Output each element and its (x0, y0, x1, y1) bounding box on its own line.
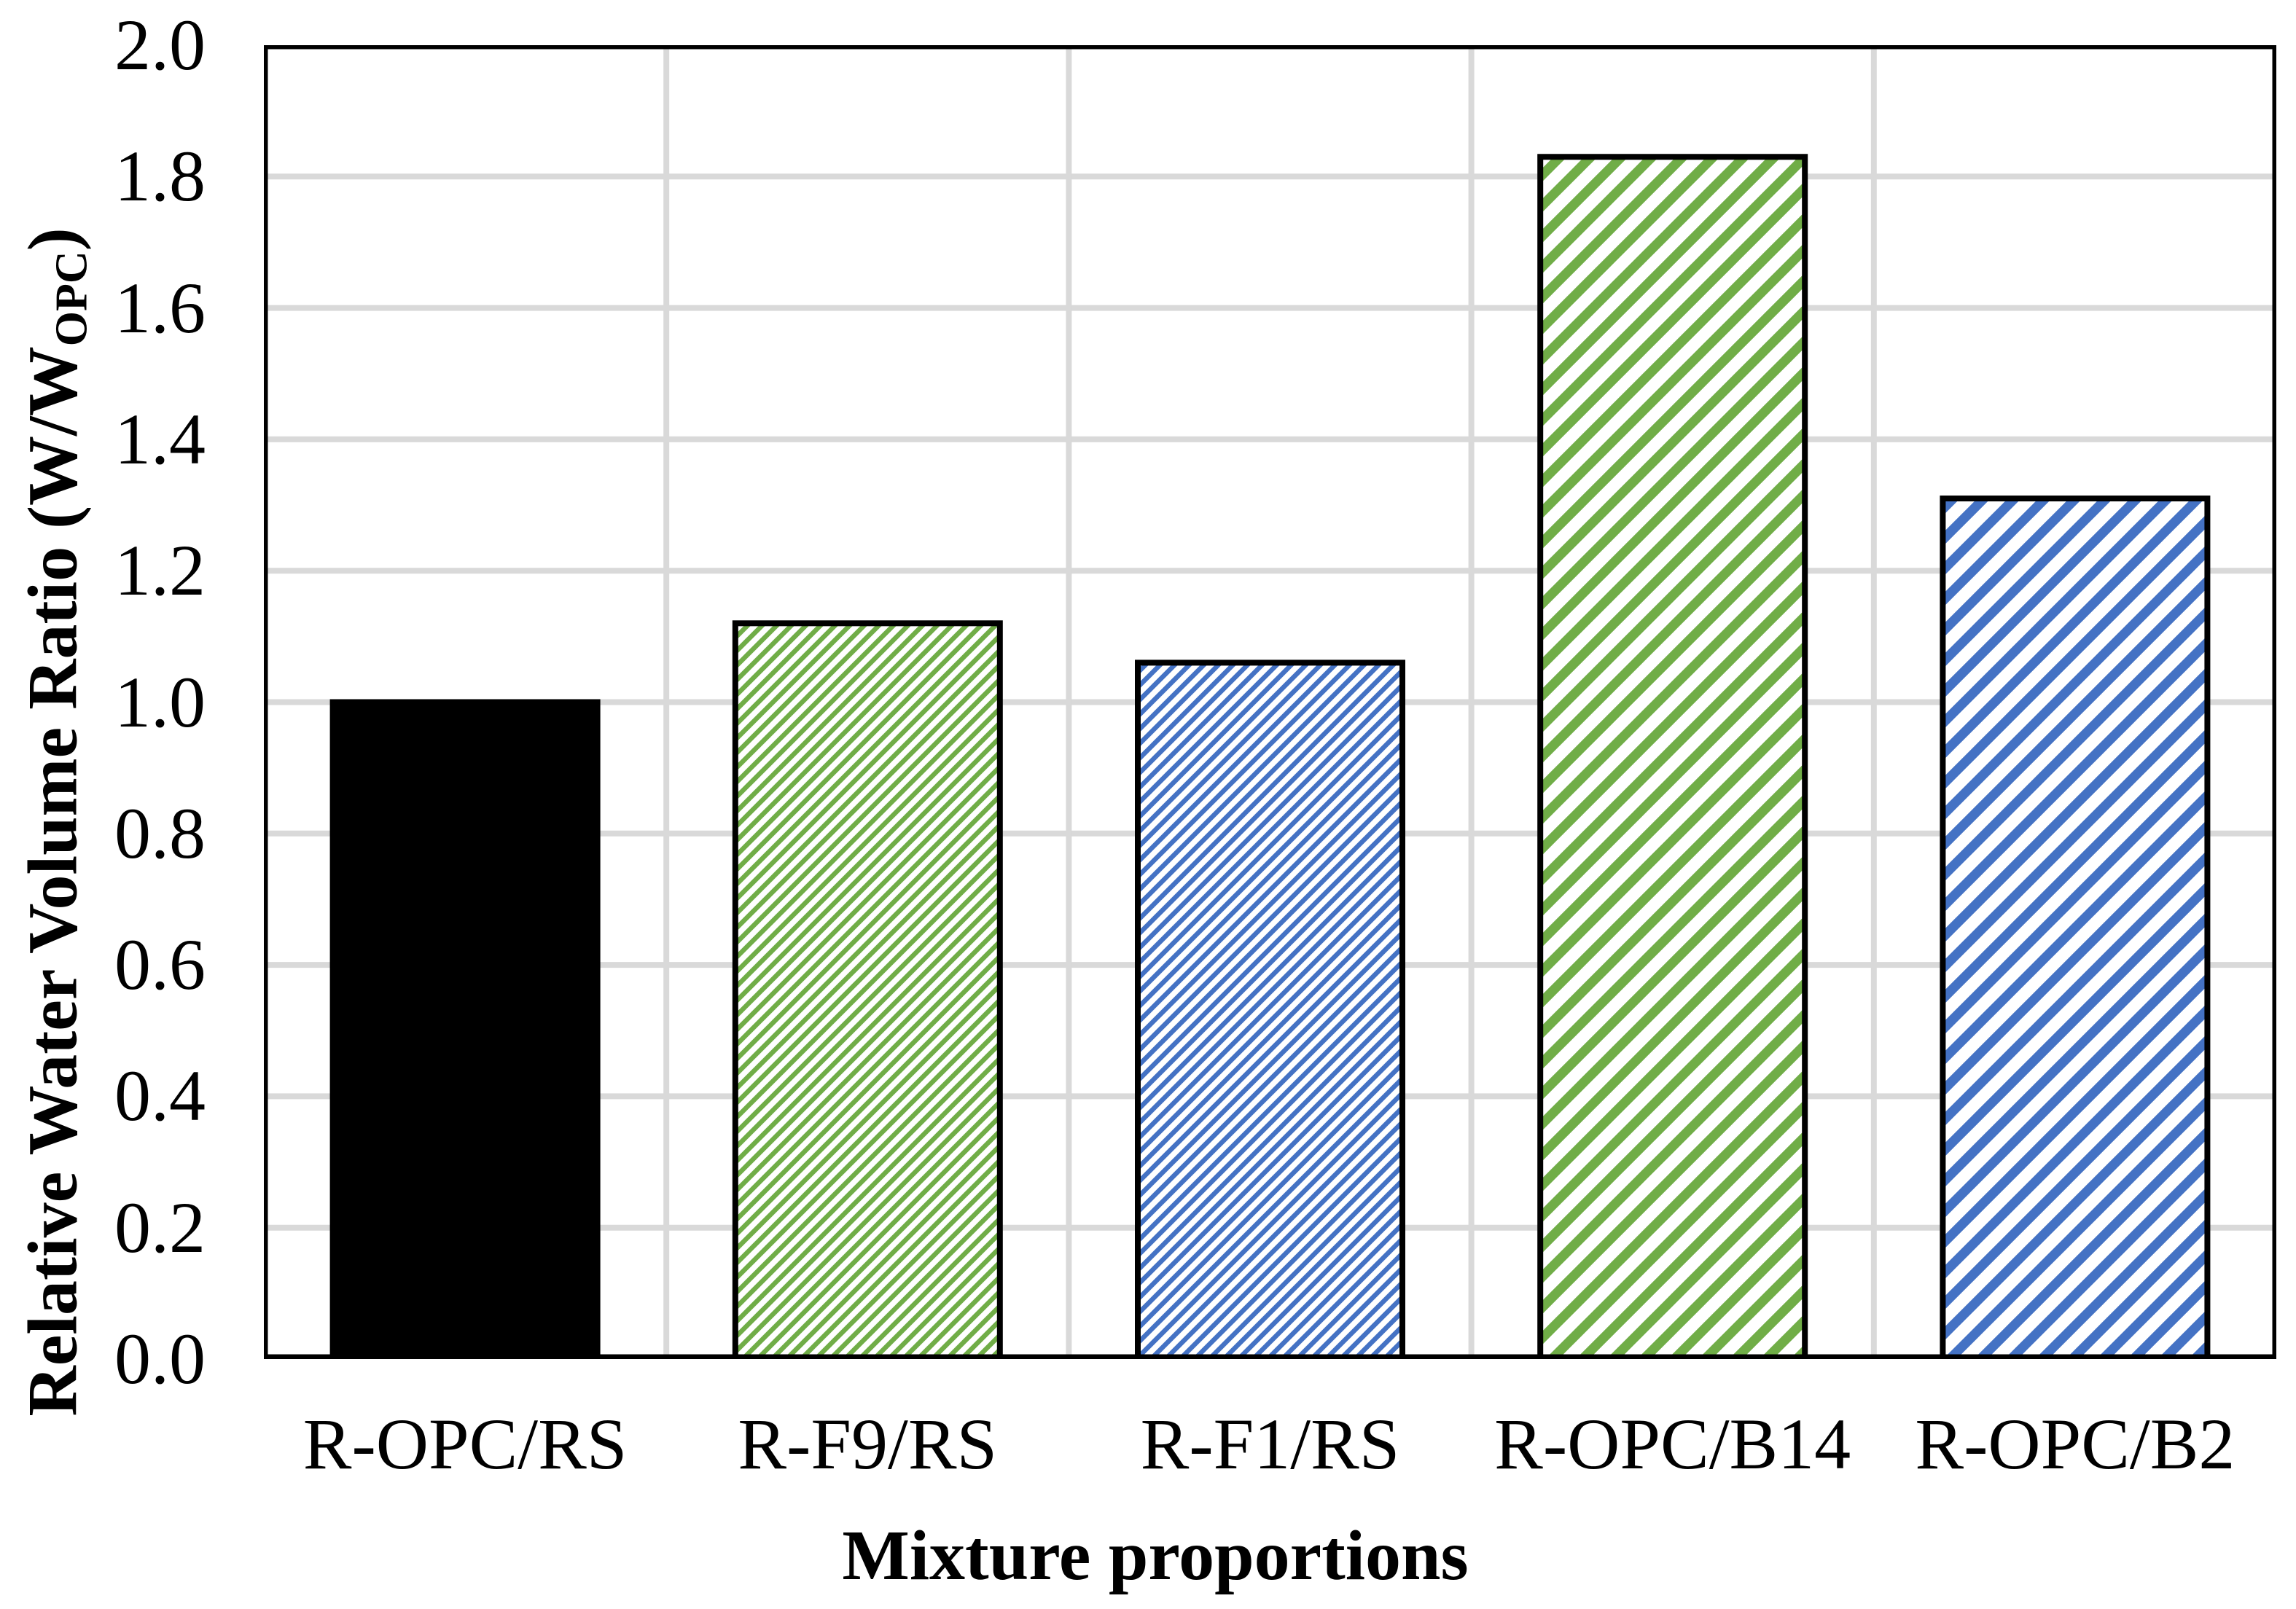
y-tick-label: 1.4 (114, 398, 206, 479)
bar-r-f1-rs (1135, 659, 1405, 1359)
x-category-label-r-f1-rs: R-F1/RS (1140, 1404, 1400, 1484)
y-tick-label: 0.4 (114, 1055, 206, 1137)
x-category-label-r-opc-b2: R-OPC/B2 (1915, 1404, 2236, 1484)
y-tick-label: 0.8 (114, 792, 206, 874)
bar-r-opc-rs (329, 699, 601, 1359)
y-tick-label: 1.0 (114, 661, 206, 743)
plot-area (264, 45, 2276, 1359)
y-tick-label: 0.6 (114, 924, 206, 1006)
bar-r-f9-rs (732, 620, 1003, 1359)
y-tick-label: 1.8 (114, 136, 206, 217)
x-axis-title: Mixture proportions (842, 1516, 1469, 1595)
bar-r-opc-b2 (1940, 496, 2211, 1359)
x-category-label-r-opc-rs: R-OPC/RS (302, 1404, 628, 1484)
y-tick-label: 0.2 (114, 1186, 206, 1268)
y-tick-label: 1.2 (114, 530, 206, 611)
y-tick-label: 1.6 (114, 267, 206, 348)
x-category-label-r-opc-b14: R-OPC/B14 (1494, 1404, 1851, 1484)
y-tick-label: 0.0 (114, 1318, 206, 1399)
y-tick-label: 2.0 (114, 4, 206, 85)
bar-r-opc-b14 (1537, 154, 1808, 1359)
y-axis-title-close-paren: ) (13, 227, 92, 251)
x-category-label-r-f9-rs: R-F9/RS (738, 1404, 998, 1484)
